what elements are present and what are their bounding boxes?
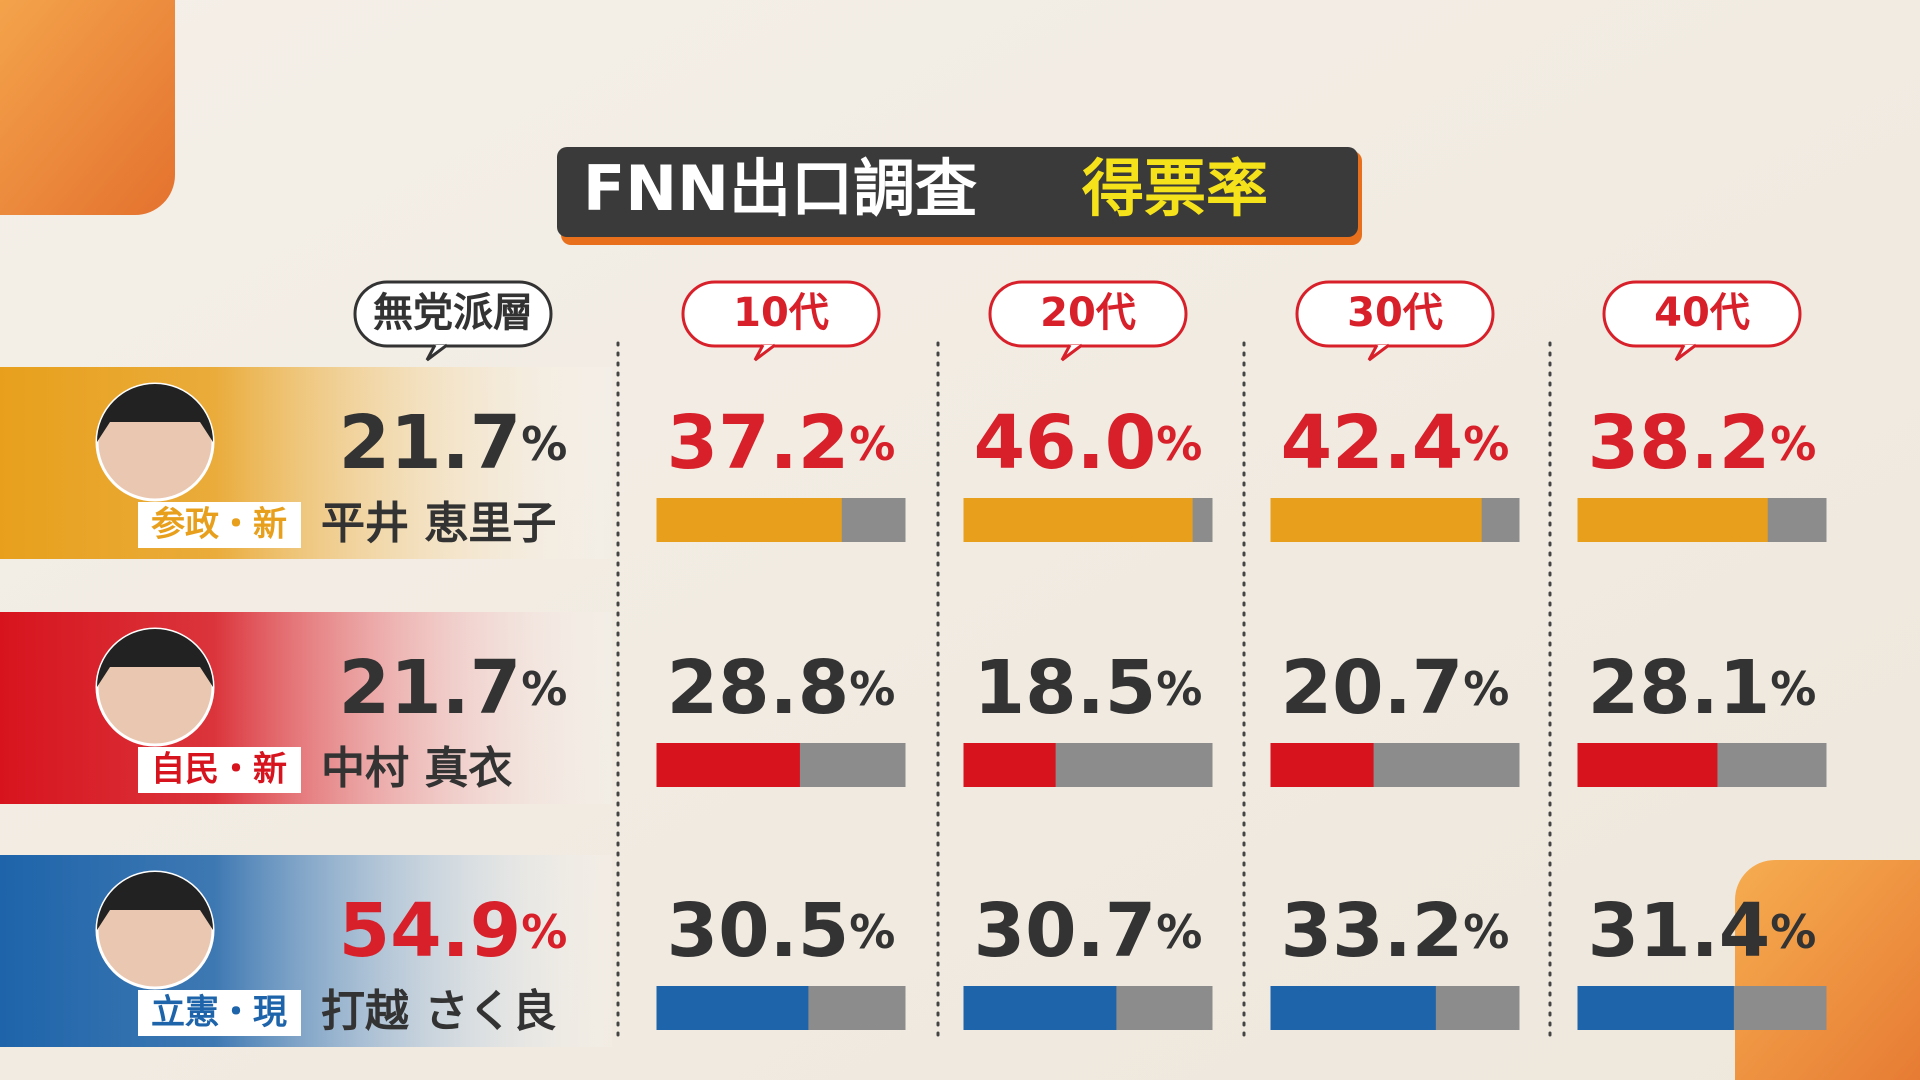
party-label-bg xyxy=(138,990,301,1036)
party-label: 参政・新 xyxy=(151,505,287,545)
candidate-hair xyxy=(97,384,213,442)
column-header: 10代 xyxy=(733,290,829,336)
bar xyxy=(656,986,809,1030)
column-header: 30代 xyxy=(1347,290,1443,336)
value-label: 28.8% xyxy=(667,645,896,731)
column-header-bubble xyxy=(1295,280,1495,348)
value-label: 20.7% xyxy=(1281,645,1510,731)
value-label: 30.7% xyxy=(974,888,1203,974)
bar xyxy=(1577,743,1718,787)
value-label: 42.4% xyxy=(1281,400,1510,486)
column-header-bubble xyxy=(681,280,881,348)
bar xyxy=(1270,743,1374,787)
bar xyxy=(1577,498,1768,542)
bar xyxy=(656,498,842,542)
candidate-name: 打越 さく良 xyxy=(321,986,556,1037)
bar xyxy=(963,986,1117,1030)
candidate-hair xyxy=(97,629,213,687)
reference-header-bubble-tail xyxy=(425,343,448,362)
party-label: 立憲・現 xyxy=(151,993,287,1033)
value-label: 18.5% xyxy=(974,645,1203,731)
bar xyxy=(1270,498,1482,542)
chart-subtitle: 得票率 xyxy=(1082,152,1268,225)
reference-value-label: 21.7% xyxy=(339,400,568,486)
reference-value-label: 54.9% xyxy=(339,888,568,974)
column-header-bubble xyxy=(988,280,1188,348)
reference-header-bubble xyxy=(353,280,553,348)
party-label: 自民・新 xyxy=(151,750,287,790)
column-header-bubble-tail xyxy=(753,343,776,362)
reference-value-label: 21.7% xyxy=(339,645,568,731)
value-label: 38.2% xyxy=(1588,400,1817,486)
value-label: 28.1% xyxy=(1588,645,1817,731)
bar xyxy=(1270,986,1436,1030)
bar xyxy=(1577,986,1734,1030)
bar xyxy=(963,498,1193,542)
corner-decoration xyxy=(0,0,175,215)
column-header: 40代 xyxy=(1654,290,1750,336)
value-label: 37.2% xyxy=(667,400,896,486)
value-label: 30.5% xyxy=(667,888,896,974)
column-header-bubble-tail xyxy=(1060,343,1083,362)
column-header-bubble xyxy=(1602,280,1802,348)
column-header: 20代 xyxy=(1040,290,1136,336)
column-header-bubble-tail xyxy=(1674,343,1697,362)
title-panel xyxy=(557,147,1358,237)
party-label-bg xyxy=(138,747,301,793)
value-label: 33.2% xyxy=(1281,888,1510,974)
bar xyxy=(963,743,1056,787)
bar xyxy=(656,743,800,787)
candidate-name: 平井 恵里子 xyxy=(321,498,556,549)
party-label-bg xyxy=(138,502,301,548)
column-header-bubble-tail xyxy=(1367,343,1390,362)
reference-header: 無党派層 xyxy=(373,290,533,336)
value-label: 46.0% xyxy=(974,400,1203,486)
candidate-hair xyxy=(97,872,213,930)
value-label: 31.4% xyxy=(1588,888,1817,974)
chart-title: FNN出口調査 xyxy=(583,152,977,225)
title-box: FNN出口調査 得票率 xyxy=(557,147,1362,245)
candidate-name: 中村 真衣 xyxy=(321,743,512,794)
